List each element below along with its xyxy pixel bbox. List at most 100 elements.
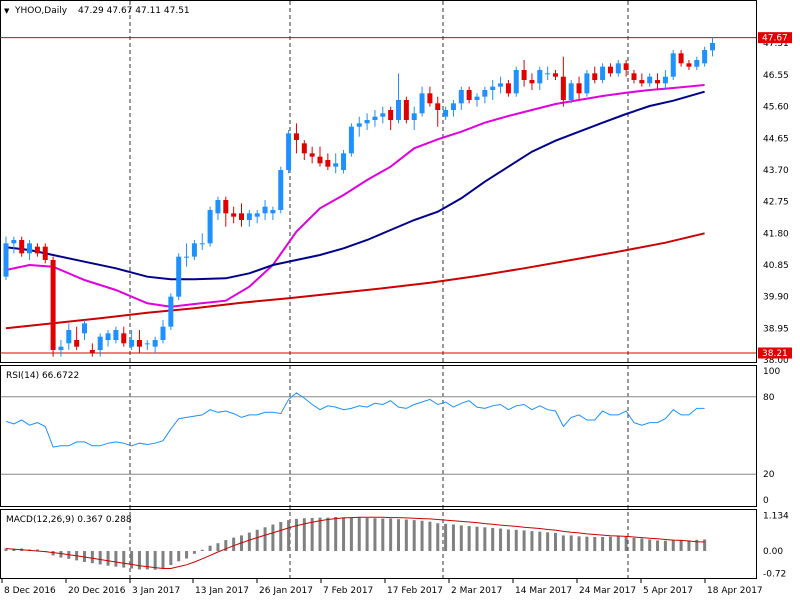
candle-body (623, 63, 629, 70)
macd-series (4, 516, 707, 570)
candle-body (592, 73, 598, 80)
time-tick-label: 3 Jan 2017 (132, 586, 180, 596)
candle-body (607, 66, 613, 74)
candle-body (341, 153, 347, 170)
macd-histogram-bar (185, 551, 189, 559)
candle-body (545, 73, 551, 75)
candle-body (380, 113, 386, 117)
candle-body (113, 330, 119, 340)
candle-body (372, 116, 378, 120)
candle-body (215, 200, 221, 214)
macd-histogram-bar (83, 551, 86, 562)
candle-body (678, 53, 684, 64)
high-price-tag (758, 32, 792, 44)
macd-histogram-bar (656, 540, 660, 552)
candle-body (278, 170, 284, 210)
macd-signal-line (5, 516, 705, 569)
macd-histogram-bar (365, 517, 369, 552)
candle (655, 73, 661, 90)
candle-body (207, 210, 213, 244)
candle-body (686, 63, 692, 67)
candle-body (655, 80, 661, 84)
candle-body (694, 60, 700, 67)
candle (168, 293, 174, 330)
ohlc-label: 47.29 47.67 47.11 47.51 (78, 6, 190, 16)
price-tick-label: 38.95 (763, 324, 789, 334)
candle (176, 253, 182, 300)
macd-histogram-bar (357, 517, 361, 552)
candle (89, 343, 95, 357)
macd-tick-label: 1.134 (763, 512, 789, 522)
time-tick-label: 18 Apr 2017 (707, 586, 763, 596)
macd-histogram-bar (342, 517, 346, 552)
candle (458, 86, 464, 110)
candle-body (239, 213, 244, 220)
candle-body (466, 90, 472, 100)
candle-body (639, 80, 645, 84)
time-tick-label: 13 Jan 2017 (195, 586, 249, 596)
candle-body (254, 213, 260, 217)
candle (592, 66, 598, 84)
candle-body (403, 100, 409, 120)
macd-histogram-bar (90, 551, 94, 564)
candle (262, 200, 268, 220)
candle-body (560, 76, 566, 100)
macd-histogram-bar (310, 517, 314, 552)
candle (474, 93, 480, 107)
macd-histogram-bar (216, 543, 220, 552)
macd-histogram-bar (483, 527, 487, 552)
macd-histogram-bar (153, 551, 157, 570)
candle (333, 153, 339, 174)
symbol-label: YHOO,Daily (14, 6, 68, 16)
candle-body (34, 246, 40, 254)
candle-body (176, 256, 182, 297)
macd-histogram-bar (475, 526, 479, 552)
candle (380, 106, 386, 124)
candle-body (458, 90, 464, 104)
candle-body (505, 83, 511, 94)
macd-histogram-bar (287, 520, 291, 552)
candle (364, 113, 370, 130)
candle (348, 123, 354, 157)
candle (576, 76, 582, 100)
candle-body (348, 126, 354, 154)
candle (647, 73, 653, 87)
rsi-tick-label: 20 (763, 470, 775, 480)
candle (670, 50, 676, 80)
symbol-dropdown-icon[interactable]: ▼ (4, 7, 10, 15)
macd-histogram-bar (389, 518, 393, 552)
candle-body (293, 133, 299, 140)
candle (199, 233, 205, 250)
price-tick-label: 46.55 (763, 71, 789, 81)
moving-average-line (5, 84, 705, 308)
macd-histogram-bar (130, 551, 134, 569)
price-tick-label: 39.90 (763, 293, 789, 303)
candle (11, 236, 17, 254)
macd-histogram-bar (538, 531, 542, 552)
candle-body (309, 153, 315, 157)
rsi-tick-label: 0 (763, 496, 769, 506)
candle-body (647, 76, 653, 84)
macd-histogram-bar (467, 526, 471, 552)
candle (443, 106, 449, 120)
candle (97, 333, 103, 357)
macd-title: MACD(12,26,9) 0.367 0.288 (6, 515, 132, 525)
candle (521, 60, 527, 87)
candle (568, 80, 574, 104)
candle-body (231, 213, 237, 217)
candle (490, 80, 496, 100)
candle (702, 46, 708, 67)
candle-body (521, 70, 527, 80)
candle-body (427, 93, 433, 104)
macd-histogram-bar (177, 551, 181, 562)
candle-body (576, 83, 582, 94)
macd-histogram-bar (459, 525, 463, 552)
macd-histogram-bar (624, 536, 628, 552)
price-tick-label: 47.51 (763, 39, 789, 49)
candle-body (482, 90, 488, 97)
candle-body (168, 296, 174, 327)
candle-body (270, 210, 276, 214)
candle (623, 60, 629, 77)
macd-histogram-bar (122, 551, 126, 568)
